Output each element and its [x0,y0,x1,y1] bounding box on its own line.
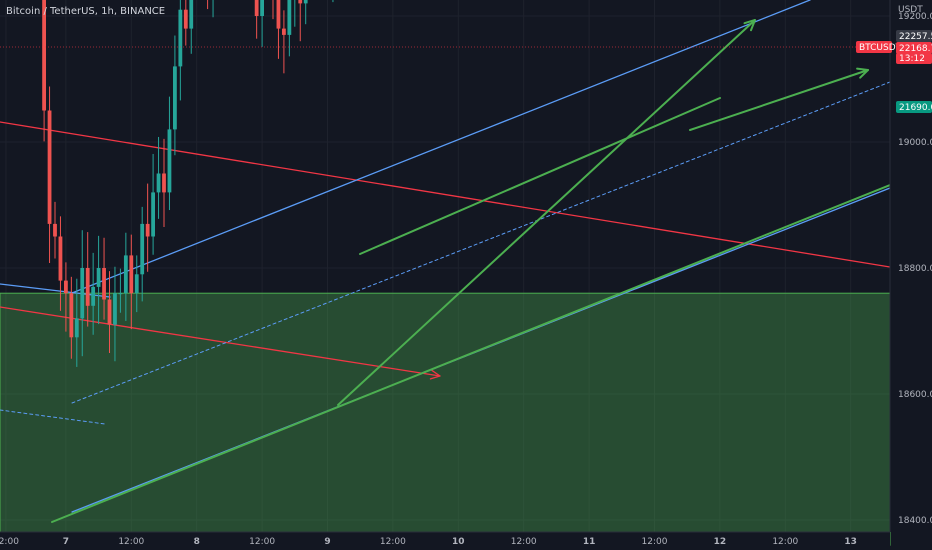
candle-body[interactable] [118,293,123,295]
trend-lines-front [0,19,890,406]
price-tick-label: 18400.00 [898,516,932,526]
countdown-tag[interactable] [896,53,932,64]
time-tick-label: 10 [452,537,465,547]
time-tick-label: 12:00 [642,537,668,547]
candle-body[interactable] [102,268,106,300]
candle-body[interactable] [178,9,183,67]
candle-body[interactable] [254,0,259,16]
price-tick-label: 19200.00 [898,12,932,22]
symbol-tag[interactable] [856,41,892,53]
time-axis-panel[interactable] [0,532,890,550]
candle-body[interactable] [183,9,188,29]
time-tick-label: 12:00 [118,537,144,547]
candle-body[interactable] [96,268,101,287]
projection-arrow-right-head [856,67,869,79]
candle-body[interactable] [58,236,63,281]
time-tick-label: 11 [583,537,596,547]
time-tick-label: 12 [714,537,727,547]
time-tick-label: 12:00 [772,537,798,547]
candle-body[interactable] [260,0,264,16]
position-bottom-tag-text: 21690.08 [899,103,932,113]
time-tick-label: 12:00 [0,537,19,547]
channel-upper-line[interactable] [71,0,811,294]
position-bottom-tag[interactable] [896,101,932,113]
position-top-tag-text: 22257.59 [899,32,932,42]
price-tick-label: 18800.00 [898,264,932,274]
candle-body[interactable] [42,0,46,111]
candle-body[interactable] [134,274,139,294]
candle-body[interactable] [145,223,150,237]
candle-body[interactable] [80,268,85,319]
candle-body[interactable] [303,0,308,4]
channel-dashed-left[interactable] [0,409,106,425]
channel-dashed-line[interactable] [71,81,891,404]
candle-body[interactable] [69,293,74,338]
candle-body[interactable] [167,129,172,193]
candle-body[interactable] [173,66,177,130]
current-price-tag[interactable] [896,42,932,54]
candle-body[interactable] [151,192,155,237]
time-tick-label: 8 [194,537,200,547]
grid [0,0,890,532]
candle-body[interactable] [53,223,57,237]
candle-body[interactable] [156,173,161,193]
symbol-tag-text: BTCUSDT [859,43,902,53]
resistance-arrow-head [429,369,441,380]
time-tick-label: 12:00 [249,537,275,547]
candle-body[interactable] [298,0,303,4]
candle-body[interactable] [107,299,112,325]
current-price-tag-text: 22168.79 [899,44,932,54]
candle-body[interactable] [47,110,52,224]
candle-body[interactable] [64,280,68,294]
candle-body[interactable] [162,173,166,193]
price-tick-label: 19000.00 [898,138,932,148]
long-support-line[interactable] [51,184,891,523]
candle-body[interactable] [282,28,286,35]
inner-support-line[interactable] [359,97,721,255]
candle-body[interactable] [91,286,96,306]
candle-body[interactable] [276,0,281,29]
candle-body[interactable] [287,0,292,35]
candle-body[interactable] [189,0,194,29]
time-tick-label: 12:00 [511,537,537,547]
price-axis-panel[interactable] [890,0,932,532]
candle-body[interactable] [74,318,79,338]
time-tick-label: 9 [324,537,330,547]
candles [42,0,334,367]
resistance-trend-line[interactable] [0,121,891,268]
candle-body[interactable] [113,293,117,325]
time-tick-label: 13 [844,537,857,547]
time-axis: 12:00 7 12:00 8 12:00 9 12:00 10 12:00 11 12:00 12 1… [0,537,857,547]
price-tags: 22257.59BTCUSDT22168.7913:12 21690.08 [856,30,932,113]
position-top-tag[interactable] [896,30,932,42]
projection-arrow-up-head [743,19,756,32]
countdown-tag-text: 13:12 [899,54,925,64]
candle-body[interactable] [123,255,128,294]
price-tick-label: 18600.00 [898,390,932,400]
price-unit-label: USDT [898,5,923,15]
resistance-arrow[interactable] [0,306,441,377]
candle-body[interactable] [85,268,90,306]
time-tick-label: 7 [63,537,69,547]
projection-arrow-up[interactable] [337,19,756,406]
chart-title: Bitcoin / TetherUS, 1h, BINANCE [6,6,165,17]
candle-body[interactable] [140,223,145,275]
demand-zone[interactable] [0,292,891,546]
time-tick-label: 12:00 [380,537,406,547]
candle-body[interactable] [129,255,134,294]
price-axis: 18400.00 18600.00 18800.00 19000.00 19200.00… [898,12,932,526]
projection-arrow-right[interactable] [689,69,869,131]
zones [0,292,891,546]
